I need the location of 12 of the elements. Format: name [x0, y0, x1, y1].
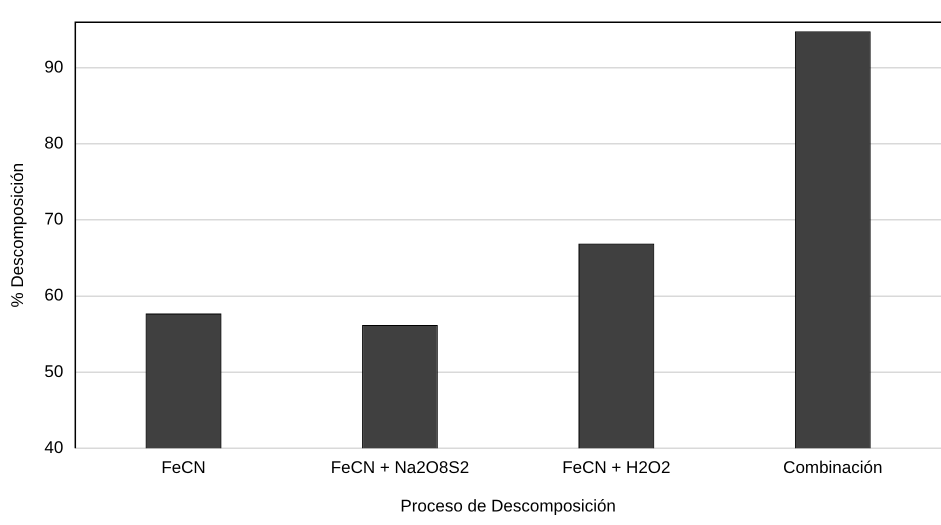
y-tick-label: 40 [44, 438, 64, 457]
x-tick-label: Combinación [783, 458, 882, 478]
x-axis-title: Proceso de Descomposición [400, 496, 616, 516]
y-tick-label: 70 [44, 210, 64, 229]
x-tick-label: FeCN + H2O2 [562, 458, 670, 478]
x-tick-label: FeCN [161, 458, 206, 478]
y-tick-label: 50 [44, 362, 64, 381]
y-tick-label: 60 [44, 286, 64, 305]
y-tick-label: 90 [44, 58, 64, 77]
y-axis-title: % Descomposición [8, 162, 27, 308]
y-tick-label: 80 [44, 134, 64, 153]
x-tick-label: FeCN + Na2O8S2 [330, 458, 470, 478]
